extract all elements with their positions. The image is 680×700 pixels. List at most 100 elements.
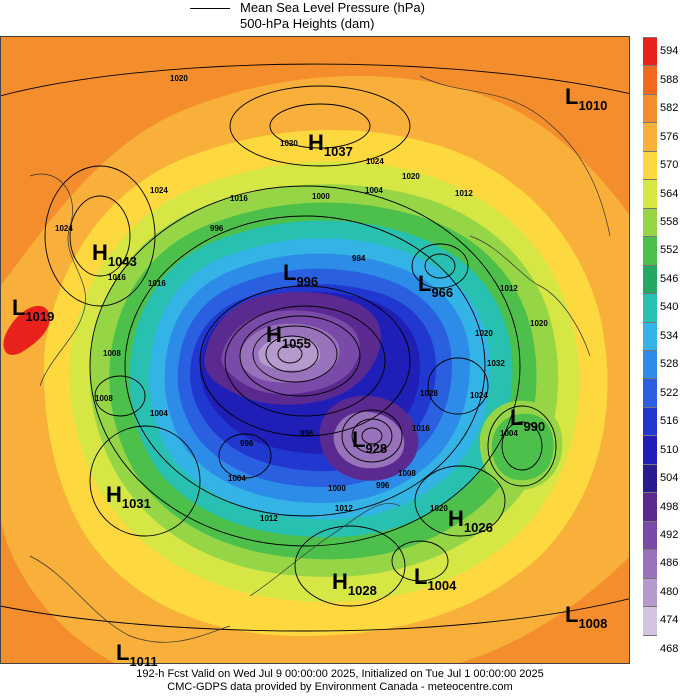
colorbar-label: 510 [660, 443, 679, 456]
colorbar-swatch [643, 577, 657, 608]
isobar-label: 1016 [412, 424, 430, 433]
isobar-label: 1032 [487, 359, 505, 368]
center-type: L [352, 427, 366, 452]
isobar-label: 1008 [95, 394, 113, 403]
footer: 192-h Fcst Valid on Wed Jul 9 00:00:00 2… [0, 668, 680, 694]
center-type: L [12, 295, 26, 320]
colorbar-swatch [643, 378, 657, 408]
colorbar-label: 516 [660, 415, 679, 428]
center-type: L [565, 602, 579, 627]
center-pressure: 1055 [281, 336, 311, 351]
coastline [419, 75, 611, 237]
isobar [199, 285, 411, 437]
isobar-label: 984 [352, 254, 366, 263]
colorbar-swatch [643, 122, 657, 152]
isobar-label: 1004 [365, 186, 383, 195]
high-pressure-center: H1028 [332, 569, 377, 598]
isobar [269, 103, 371, 149]
legend: Mean Sea Level Pressure (hPa) 500-hPa He… [0, 0, 680, 36]
colorbar-label: 594 [660, 45, 679, 58]
coastline [29, 173, 86, 387]
isobar-label: 1016 [230, 194, 248, 203]
isobar [265, 335, 319, 373]
isobar [487, 405, 557, 487]
isobar-label: 1020 [280, 139, 298, 148]
colorbar-swatch [643, 549, 657, 579]
isobar [0, 63, 630, 97]
center-pressure: 966 [431, 285, 454, 300]
coastline [29, 555, 231, 643]
low-pressure-center: L1011 [116, 640, 158, 669]
low-pressure-center: L1004 [414, 564, 457, 593]
low-pressure-center: L1010 [565, 84, 608, 113]
isobar [427, 357, 489, 415]
isobar-label: 1008 [398, 469, 416, 478]
weather-map: 1020 1020 1024 1020 1012 1016 1024 1004 1000 996 9… [0, 36, 630, 664]
center-type: H [266, 322, 282, 347]
isobar [94, 375, 146, 417]
center-type: H [92, 240, 108, 265]
isobar-label: 1004 [500, 429, 518, 438]
colorbar-label: 552 [660, 244, 679, 257]
center-pressure: 996 [296, 274, 319, 289]
colorbar-label: 492 [660, 528, 679, 541]
mslp-legend-label: Mean Sea Level Pressure (hPa) [240, 0, 425, 15]
colorbar-swatch [643, 350, 657, 380]
low-pressure-center: L990 [510, 405, 545, 434]
high-pressure-center: H1026 [448, 506, 493, 535]
colorbar-label: 474 [660, 614, 679, 627]
colorbar-label: 558 [660, 215, 679, 228]
coastlines [29, 75, 611, 643]
high-pressure-center: H1043 [92, 240, 137, 269]
colorbar-swatch [643, 520, 657, 551]
colorbar-swatch [643, 463, 657, 494]
colorbar-label: 588 [660, 73, 679, 86]
height-band-474 [258, 336, 321, 371]
mslp-line-sample [190, 8, 230, 9]
colorbar-swatch [643, 264, 657, 295]
center-pressure: 1026 [463, 520, 493, 535]
isobar-labels: 1020 1020 1024 1020 1012 1016 1024 1004 1000 996 9… [55, 74, 548, 523]
coastline [249, 503, 401, 597]
isobar [411, 243, 469, 289]
isobar [124, 215, 486, 517]
low-pressure-center: L966 [418, 271, 454, 300]
isobar [44, 165, 156, 307]
isobar [414, 465, 506, 537]
center-type: L [414, 564, 428, 589]
colorbar-label: 480 [660, 585, 679, 598]
colorbar-swatch [643, 435, 657, 465]
isobar-label: 1020 [430, 504, 448, 513]
center-type: L [565, 84, 579, 109]
isobar [501, 421, 543, 471]
forecast-validity-text: 192-h Fcst Valid on Wed Jul 9 00:00:00 2… [136, 668, 544, 680]
isobar-label: 1012 [455, 189, 473, 198]
colorbar-label: 570 [660, 159, 679, 172]
colorbar-label: 486 [660, 557, 679, 570]
center-pressure: 1008 [578, 616, 608, 631]
map-frame [0, 36, 630, 664]
colorbar-swatch [643, 634, 657, 664]
coastline [469, 235, 591, 357]
center-pressure: 1019 [25, 309, 55, 324]
colorbar-swatch [643, 606, 657, 636]
colorbar-swatch [643, 150, 657, 181]
center-pressure: 928 [365, 441, 388, 456]
low-pressure-center: L1008 [565, 602, 608, 631]
colorbar-label: 522 [660, 386, 679, 399]
center-pressure: 1028 [347, 583, 377, 598]
colorbar-label: 582 [660, 102, 679, 115]
isobar-label: 1000 [328, 484, 346, 493]
height-band-480-lobe [333, 411, 405, 469]
isobar-label: 1024 [150, 186, 168, 195]
colorbar-label: 534 [660, 329, 679, 342]
center-type: L [116, 640, 130, 665]
center-pressure: 1010 [578, 98, 608, 113]
center-pressure: 1004 [427, 578, 457, 593]
high-pressure-center: H1031 [106, 482, 151, 511]
colorbar-swatch [643, 236, 657, 266]
isobar [69, 195, 131, 277]
isobar-label: 1024 [470, 391, 488, 400]
isobar [89, 185, 521, 547]
isobar-label: 996 [376, 481, 390, 490]
